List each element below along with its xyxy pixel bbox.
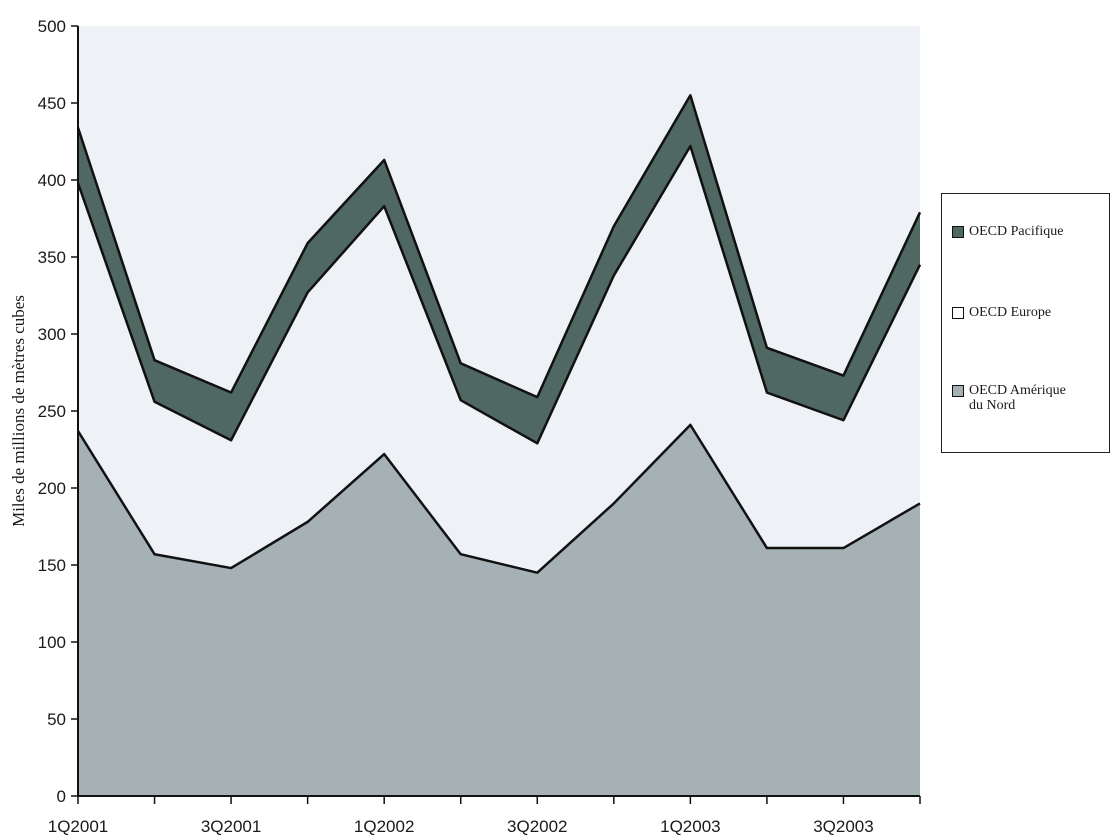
line-oecd-europe <box>76 144 922 445</box>
y-tick-label: 250 <box>38 402 66 421</box>
y-tick-label: 300 <box>38 325 66 344</box>
y-tick-label: 450 <box>38 94 66 113</box>
x-tick-label: 3Q2003 <box>813 817 874 836</box>
y-tick-label: 150 <box>38 556 66 575</box>
y-axis-ticks: 0 50 100 150 200 250 300 350 400 450 500 <box>38 17 78 806</box>
series-lines-group <box>76 94 922 574</box>
legend-swatch-amerique-du-nord <box>952 385 964 397</box>
x-tick-label: 1Q2001 <box>48 817 109 836</box>
area-series-group <box>78 95 920 796</box>
y-axis-title: Miles de millions de mètres cubes <box>9 295 28 527</box>
legend-swatch-pacifique <box>952 226 964 238</box>
x-axis-ticks: 1Q2001 3Q2001 1Q2002 3Q2002 1Q2003 3Q2003 <box>48 796 921 836</box>
y-tick-label: 200 <box>38 479 66 498</box>
x-tick-label: 1Q2002 <box>354 817 415 836</box>
x-tick-label: 1Q2003 <box>660 817 721 836</box>
area-oecd-amérique-du-nord <box>78 424 920 796</box>
line-oecd-pacifique <box>76 94 922 399</box>
y-tick-label: 100 <box>38 633 66 652</box>
area-oecd-pacifique <box>78 95 920 444</box>
y-tick-label: 50 <box>47 710 66 729</box>
y-tick-label: 500 <box>38 17 66 36</box>
y-tick-label: 0 <box>57 787 66 806</box>
y-tick-label: 400 <box>38 171 66 190</box>
x-tick-label: 3Q2002 <box>507 817 568 836</box>
area-oecd-europe <box>78 146 920 573</box>
legend-swatch-europe <box>952 307 964 319</box>
legend-item-pacifique: OECD Pacifique <box>952 224 1102 239</box>
legend-label-amerique-du-nord: OECD Amérique du Nord <box>969 383 1066 413</box>
legend-item-europe: OECD Europe <box>952 305 1102 320</box>
legend-label-europe: OECD Europe <box>969 305 1052 320</box>
legend-item-amerique-du-nord: OECD Amérique du Nord <box>952 383 1072 413</box>
legend-label-pacifique: OECD Pacifique <box>969 224 1064 239</box>
x-tick-label: 3Q2001 <box>201 817 262 836</box>
y-tick-label: 350 <box>38 248 66 267</box>
legend: OECD Pacifique OECD Europe OECD Amérique… <box>941 193 1110 453</box>
line-oecd-amérique-du-nord <box>76 423 921 574</box>
